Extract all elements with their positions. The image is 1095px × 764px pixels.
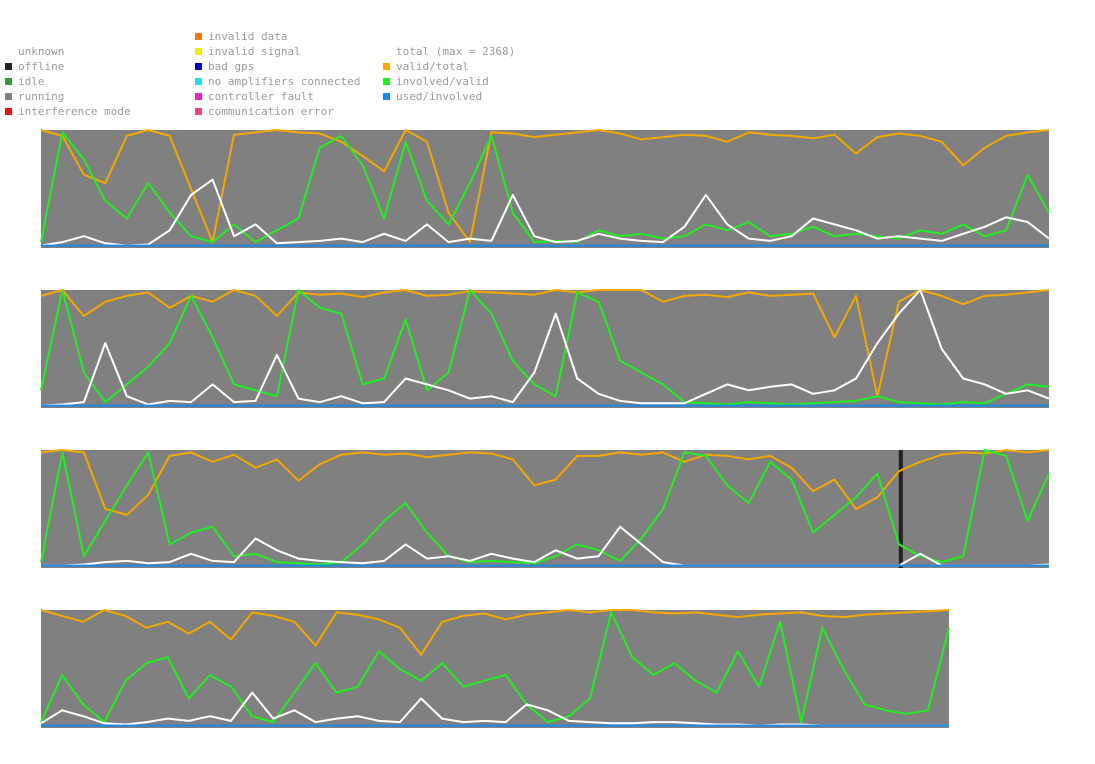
chart-legend: unknown offline idle running interferenc… bbox=[0, 28, 1095, 128]
valid-total-line bbox=[40, 449, 1050, 516]
legend-item-valid-total: valid/total bbox=[383, 59, 469, 74]
offline-interval bbox=[898, 450, 903, 568]
legend-item-offline: offline bbox=[5, 59, 64, 74]
legend-item-controller-fault: controller fault bbox=[195, 89, 314, 104]
legend-label: bad gps bbox=[208, 60, 255, 73]
legend-label: controller fault bbox=[208, 90, 314, 103]
legend-item-invalid-data: invalid data bbox=[195, 29, 287, 44]
chart-strip-1 bbox=[40, 129, 1050, 248]
running-background bbox=[41, 130, 1049, 248]
legend-swatch bbox=[5, 48, 12, 55]
legend-item-involved-valid: involved/valid bbox=[383, 74, 489, 89]
legend-item-total: total (max = 2368) bbox=[383, 44, 515, 59]
legend-label: invalid data bbox=[208, 30, 288, 43]
legend-swatch bbox=[383, 48, 390, 55]
valid-total-line bbox=[40, 609, 950, 656]
legend-item-idle: idle bbox=[5, 74, 45, 89]
legend-swatch bbox=[195, 78, 202, 85]
legend-swatch bbox=[383, 78, 390, 85]
legend-label: total (max = 2368) bbox=[396, 45, 516, 58]
legend-label: unknown bbox=[18, 45, 65, 58]
legend-swatch bbox=[5, 63, 12, 70]
legend-item-running: running bbox=[5, 89, 64, 104]
valid-total-line bbox=[40, 289, 1050, 398]
legend-swatch bbox=[383, 63, 390, 70]
legend-item-used-involved: used/involved bbox=[383, 89, 482, 104]
involved-valid-line bbox=[40, 611, 950, 724]
legend-item-communication-error: communication error bbox=[195, 104, 334, 119]
legend-label: invalid signal bbox=[208, 45, 301, 58]
involved-valid-line bbox=[40, 131, 1050, 244]
legend-swatch bbox=[195, 108, 202, 115]
valid-total-line bbox=[40, 129, 1050, 244]
chart-strip-4 bbox=[40, 609, 950, 728]
legend-item-interference-mode: interference mode bbox=[5, 104, 131, 119]
legend-label: valid/total bbox=[396, 60, 469, 73]
legend-swatch bbox=[195, 63, 202, 70]
legend-swatch bbox=[383, 93, 390, 100]
legend-swatch bbox=[5, 108, 12, 115]
involved-valid-line bbox=[40, 289, 1050, 406]
involved-valid-line bbox=[40, 449, 1050, 566]
legend-label: used/involved bbox=[396, 90, 483, 103]
legend-item-invalid-signal: invalid signal bbox=[195, 44, 301, 59]
total-line bbox=[40, 178, 1050, 247]
total-line bbox=[40, 691, 949, 727]
chart-strip-2 bbox=[40, 289, 1050, 408]
total-line bbox=[40, 289, 1050, 407]
legend-item-unknown: unknown bbox=[5, 44, 64, 59]
legend-item-bad-gps: bad gps bbox=[195, 59, 254, 74]
legend-swatch bbox=[195, 93, 202, 100]
running-background bbox=[41, 450, 1049, 568]
legend-swatch bbox=[5, 93, 12, 100]
legend-label: running bbox=[18, 90, 65, 103]
legend-label: idle bbox=[18, 75, 45, 88]
legend-swatch bbox=[5, 78, 12, 85]
legend-label: communication error bbox=[208, 105, 334, 118]
legend-label: offline bbox=[18, 60, 65, 73]
legend-label: involved/valid bbox=[396, 75, 489, 88]
chart-strip-3 bbox=[40, 449, 1050, 568]
legend-label: interference mode bbox=[18, 105, 131, 118]
legend-label: no amplifiers connected bbox=[208, 75, 361, 88]
legend-item-no-amplifiers-connected: no amplifiers connected bbox=[195, 74, 360, 89]
legend-swatch bbox=[195, 33, 202, 40]
legend-swatch bbox=[195, 48, 202, 55]
